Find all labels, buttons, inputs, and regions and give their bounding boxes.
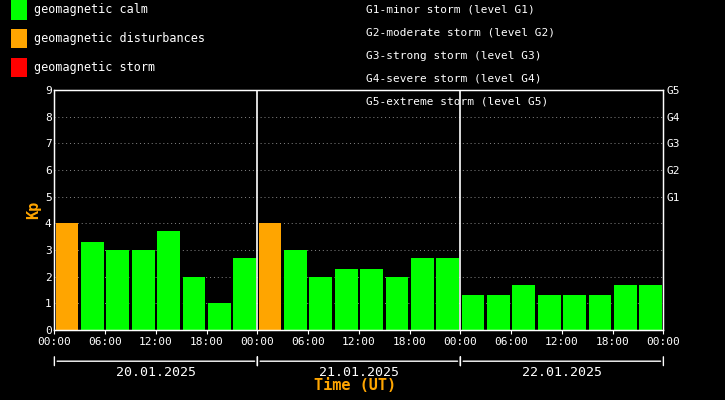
Bar: [487, 295, 510, 330]
Text: 21.01.2025: 21.01.2025: [319, 366, 399, 379]
Text: 22.01.2025: 22.01.2025: [522, 366, 602, 379]
Text: geomagnetic calm: geomagnetic calm: [34, 4, 148, 16]
Bar: [462, 295, 484, 330]
Bar: [81, 242, 104, 330]
Bar: [411, 258, 434, 330]
Bar: [335, 269, 357, 330]
Text: 20.01.2025: 20.01.2025: [116, 366, 196, 379]
Bar: [107, 250, 129, 330]
Text: geomagnetic disturbances: geomagnetic disturbances: [34, 32, 205, 45]
Text: G5-extreme storm (level G5): G5-extreme storm (level G5): [366, 96, 548, 106]
Bar: [284, 250, 307, 330]
Text: G2-moderate storm (level G2): G2-moderate storm (level G2): [366, 28, 555, 38]
Y-axis label: Kp: Kp: [25, 201, 41, 219]
Text: G4-severe storm (level G4): G4-severe storm (level G4): [366, 74, 542, 84]
Bar: [208, 303, 231, 330]
Bar: [563, 295, 586, 330]
Bar: [183, 277, 205, 330]
Bar: [538, 295, 560, 330]
Text: G3-strong storm (level G3): G3-strong storm (level G3): [366, 51, 542, 61]
Text: Time (UT): Time (UT): [314, 378, 397, 393]
Bar: [513, 285, 535, 330]
Bar: [386, 277, 408, 330]
Bar: [233, 258, 256, 330]
Text: G1-minor storm (level G1): G1-minor storm (level G1): [366, 5, 535, 15]
Bar: [259, 223, 281, 330]
Bar: [56, 223, 78, 330]
Bar: [157, 231, 180, 330]
Bar: [589, 295, 611, 330]
Bar: [639, 285, 662, 330]
Bar: [614, 285, 637, 330]
Bar: [436, 258, 459, 330]
Bar: [132, 250, 154, 330]
Text: geomagnetic storm: geomagnetic storm: [34, 61, 155, 74]
Bar: [310, 277, 332, 330]
Bar: [360, 269, 383, 330]
